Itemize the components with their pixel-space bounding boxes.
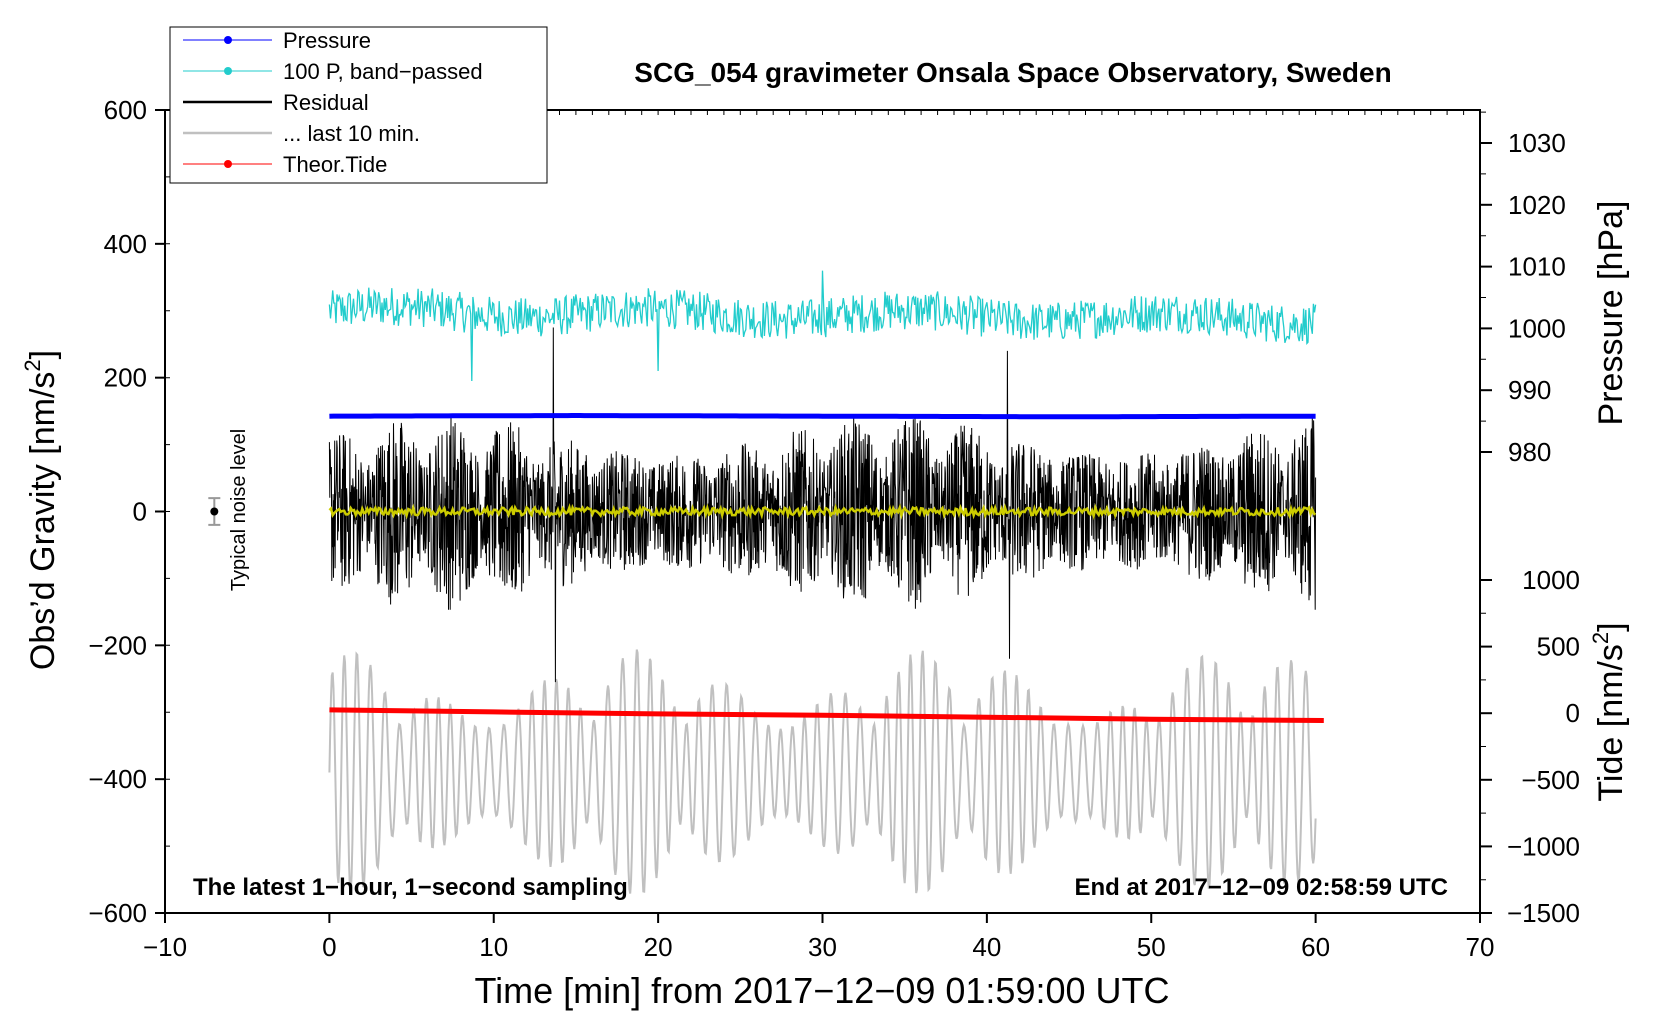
legend-label: 100 P, band−passed (283, 59, 483, 84)
series-line-residual (328, 327, 1317, 683)
pressure-tick-label: 1000 (1508, 313, 1566, 343)
y-tick-label: 400 (104, 229, 147, 259)
x-tick-label: 50 (1137, 932, 1166, 962)
y-tick-label: 600 (104, 95, 147, 125)
legend-marker (224, 67, 232, 75)
y-axis-label-tide: Tide [nm/s2] (1588, 622, 1630, 801)
tide-tick-label: 1000 (1522, 565, 1580, 595)
series-line-theoretical-tide (329, 707, 1324, 723)
legend: Pressure 100 P, band−passed Residual ... la… (169, 26, 548, 184)
legend-label: Residual (283, 90, 369, 115)
y-tick-label: −400 (88, 764, 147, 794)
legend-label: Pressure (283, 28, 371, 53)
legend-label: ... last 10 min. (283, 121, 420, 146)
x-tick-label: 70 (1466, 932, 1495, 962)
noise-point (210, 507, 219, 516)
legend-box (169, 26, 548, 184)
x-tick-label: 30 (808, 932, 837, 962)
y-tick-label: 0 (133, 497, 147, 527)
pressure-tick-label: 990 (1508, 375, 1551, 405)
pressure-axis-ticks: 1030 1020 1010 1000 990 980 (1480, 128, 1566, 467)
series-line-residual-smoothed (328, 503, 1317, 521)
tide-axis-ticks: 1000 500 0 −500 −1000 −1500 (1480, 565, 1580, 928)
y-tick-label: −200 (88, 630, 147, 660)
series-line-pressure-bandpassed (328, 270, 1317, 382)
x-tick-label: 20 (644, 932, 673, 962)
sampling-note: The latest 1−hour, 1−second sampling (193, 874, 628, 901)
legend-label: Theor.Tide (283, 152, 387, 177)
y-axis-ticks: 600 400 200 0 −200 −400 −600 (88, 95, 165, 928)
y-axis-label-gravity: Obs’d Gravity [nm/s2] (20, 350, 62, 670)
tide-tick-label: −500 (1521, 765, 1580, 795)
series-layer (328, 270, 1324, 894)
y-tick-label: 200 (104, 363, 147, 393)
pressure-tick-label: 1030 (1508, 128, 1566, 158)
x-tick-label: 60 (1301, 932, 1330, 962)
x-axis-ticks: −10 0 10 20 30 40 50 60 70 (143, 913, 1495, 962)
y-tick-label: −600 (88, 898, 147, 928)
noise-level-label: Typical noise level (228, 429, 250, 591)
x-tick-label: 10 (479, 932, 508, 962)
pressure-tick-label: 1020 (1508, 190, 1566, 220)
x-tick-label: −10 (143, 932, 187, 962)
pressure-tick-label: 980 (1508, 437, 1551, 467)
tide-tick-label: 500 (1537, 632, 1580, 662)
legend-marker (224, 160, 232, 168)
x-tick-label: 40 (972, 932, 1001, 962)
x-tick-label: 0 (322, 932, 336, 962)
legend-marker (224, 36, 232, 44)
tide-tick-label: 0 (1566, 698, 1580, 728)
chart-title: SCG_054 gravimeter Onsala Space Observat… (634, 57, 1391, 88)
y-axis-label-pressure: Pressure [hPa] (1592, 201, 1630, 426)
x-axis-label: Time [min] from 2017−12−09 01:59:00 UTC (474, 970, 1169, 1011)
noise-level-marker (208, 497, 221, 526)
end-time-note: End at 2017−12−09 02:58:59 UTC (1074, 874, 1448, 901)
series-line-pressure (329, 413, 1316, 420)
pressure-tick-label: 1010 (1508, 252, 1566, 282)
series-line-last-10-min (328, 649, 1317, 894)
tide-tick-label: −1500 (1507, 898, 1580, 928)
tide-tick-label: −1000 (1507, 831, 1580, 861)
